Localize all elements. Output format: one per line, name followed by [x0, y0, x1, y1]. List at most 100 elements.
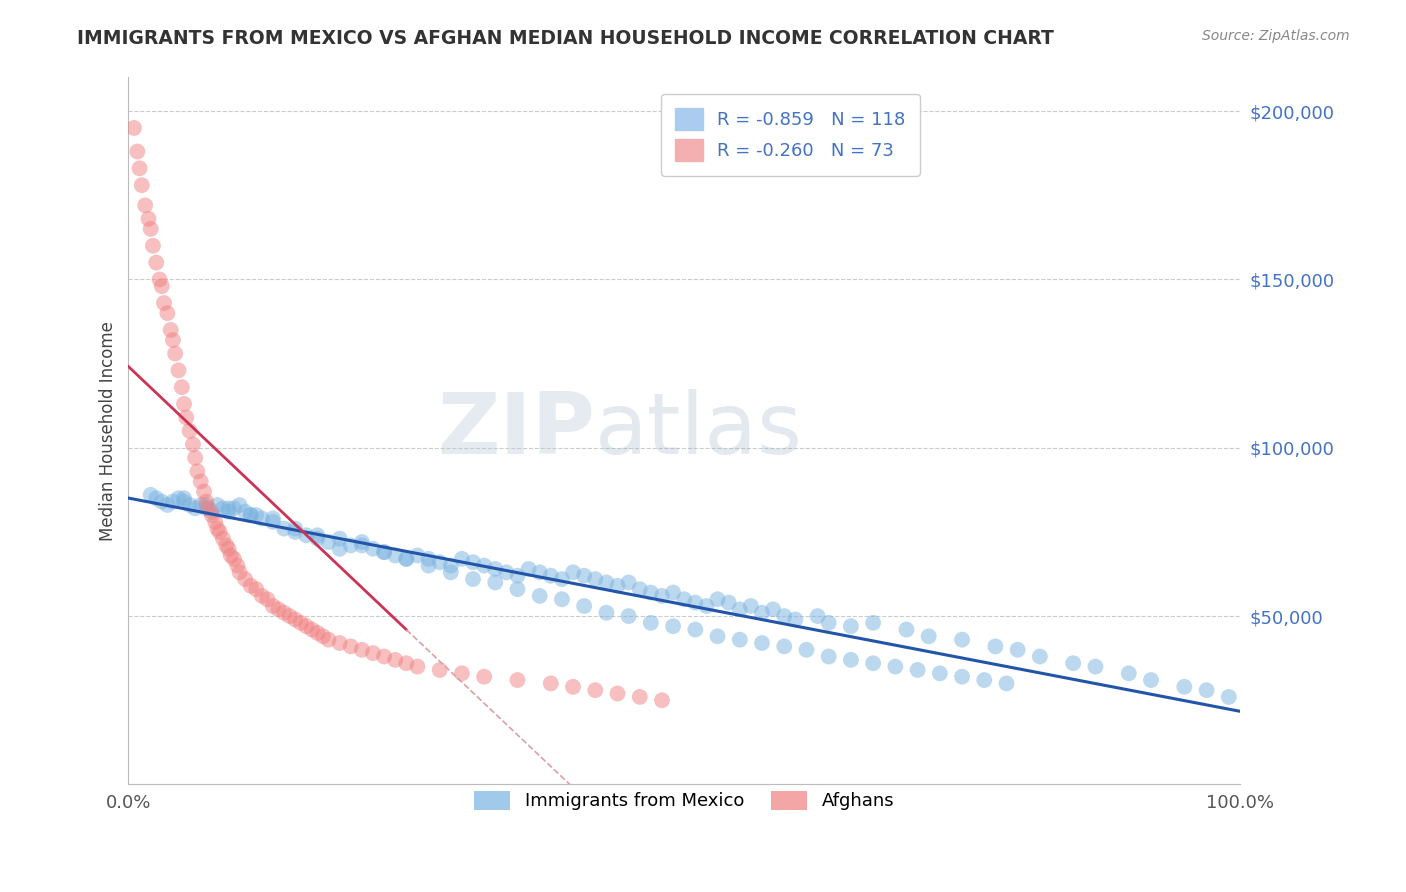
Point: [307, 532, 329, 546]
Point: [1062, 657, 1084, 671]
Point: [440, 558, 463, 573]
Point: [350, 538, 373, 552]
Point: [839, 653, 862, 667]
Point: [418, 558, 440, 573]
Point: [212, 501, 235, 516]
Point: [167, 491, 190, 506]
Point: [262, 511, 284, 525]
Point: [170, 380, 193, 394]
Point: [1218, 690, 1240, 704]
Point: [395, 552, 418, 566]
Point: [312, 629, 335, 643]
Point: [173, 491, 195, 506]
Point: [201, 508, 224, 522]
Point: [184, 450, 207, 465]
Point: [207, 522, 229, 536]
Point: [142, 239, 165, 253]
Point: [472, 670, 495, 684]
Point: [685, 623, 707, 637]
Point: [572, 599, 595, 613]
Point: [197, 501, 219, 516]
Point: [350, 642, 373, 657]
Point: [595, 575, 617, 590]
Point: [290, 615, 312, 630]
Point: [329, 636, 352, 650]
Point: [484, 575, 506, 590]
Point: [796, 642, 818, 657]
Point: [179, 498, 201, 512]
Point: [617, 609, 640, 624]
Point: [134, 198, 156, 212]
Point: [583, 572, 606, 586]
Point: [361, 541, 384, 556]
Point: [540, 676, 562, 690]
Point: [173, 494, 195, 508]
Point: [706, 629, 728, 643]
Point: [318, 632, 340, 647]
Point: [918, 629, 941, 643]
Point: [156, 306, 179, 320]
Point: [651, 693, 673, 707]
Point: [273, 522, 295, 536]
Point: [284, 522, 307, 536]
Point: [226, 558, 249, 573]
Point: [429, 555, 451, 569]
Point: [295, 619, 318, 633]
Point: [384, 549, 406, 563]
Point: [395, 552, 418, 566]
Point: [122, 120, 145, 135]
Point: [884, 659, 907, 673]
Point: [153, 296, 176, 310]
Point: [506, 673, 529, 687]
Point: [728, 632, 751, 647]
Point: [606, 687, 628, 701]
Point: [451, 552, 474, 566]
Point: [215, 538, 238, 552]
Point: [150, 279, 173, 293]
Point: [195, 494, 218, 508]
Point: [773, 640, 796, 654]
Point: [950, 632, 973, 647]
Point: [201, 505, 224, 519]
Point: [572, 568, 595, 582]
Point: [817, 649, 839, 664]
Point: [1118, 666, 1140, 681]
Point: [208, 524, 231, 539]
Point: [184, 501, 207, 516]
Text: atlas: atlas: [595, 390, 803, 473]
Point: [628, 690, 651, 704]
Point: [339, 640, 361, 654]
Point: [262, 599, 284, 613]
Point: [529, 589, 551, 603]
Point: [207, 498, 229, 512]
Point: [907, 663, 929, 677]
Point: [606, 579, 628, 593]
Point: [529, 566, 551, 580]
Point: [1140, 673, 1163, 687]
Point: [740, 599, 762, 613]
Point: [817, 615, 839, 630]
Point: [218, 541, 240, 556]
Point: [174, 410, 197, 425]
Point: [551, 592, 574, 607]
Point: [706, 592, 728, 607]
Point: [218, 501, 240, 516]
Legend: Immigrants from Mexico, Afghans: Immigrants from Mexico, Afghans: [460, 777, 908, 825]
Point: [284, 612, 307, 626]
Point: [662, 585, 685, 599]
Point: [233, 572, 256, 586]
Point: [785, 612, 807, 626]
Point: [862, 615, 884, 630]
Point: [139, 488, 162, 502]
Point: [179, 424, 201, 438]
Text: Source: ZipAtlas.com: Source: ZipAtlas.com: [1202, 29, 1350, 43]
Text: ZIP: ZIP: [437, 390, 595, 473]
Point: [139, 222, 162, 236]
Point: [984, 640, 1007, 654]
Point: [284, 524, 307, 539]
Point: [204, 515, 226, 529]
Point: [506, 582, 529, 596]
Point: [806, 609, 828, 624]
Point: [384, 653, 406, 667]
Point: [673, 592, 696, 607]
